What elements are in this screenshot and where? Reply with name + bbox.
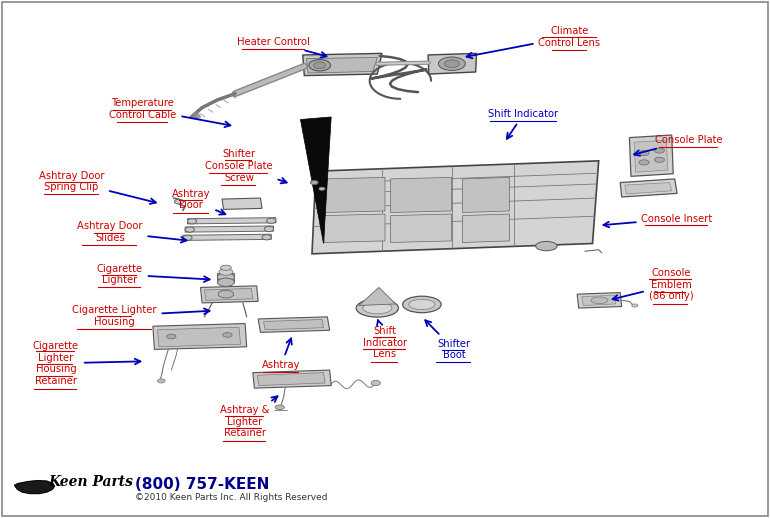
Ellipse shape [217,273,234,281]
Ellipse shape [536,241,557,251]
Text: Shifter
Console Plate
Screw: Shifter Console Plate Screw [205,149,286,183]
Ellipse shape [219,268,233,275]
Ellipse shape [220,265,231,270]
Ellipse shape [371,380,380,385]
Polygon shape [257,372,325,385]
Polygon shape [390,177,451,212]
Polygon shape [303,53,382,76]
Polygon shape [158,327,240,347]
Text: Ashtray
Door: Ashtray Door [172,189,226,214]
Text: ©2010 Keen Parts Inc. All Rights Reserved: ©2010 Keen Parts Inc. All Rights Reserve… [136,493,328,502]
Ellipse shape [262,235,271,240]
Ellipse shape [275,405,284,410]
Polygon shape [204,289,253,300]
Text: Console Plate: Console Plate [634,135,722,156]
Polygon shape [217,274,234,282]
Ellipse shape [266,218,276,223]
Ellipse shape [217,278,234,286]
Polygon shape [153,324,246,350]
Polygon shape [578,293,621,308]
Text: Ashtray Door
Spring Clip: Ashtray Door Spring Clip [38,171,156,204]
Polygon shape [222,198,262,209]
Polygon shape [629,135,673,176]
Text: Console Insert: Console Insert [604,214,713,227]
Polygon shape [428,53,477,74]
Polygon shape [200,286,258,303]
Ellipse shape [319,187,325,190]
Ellipse shape [438,57,465,70]
Polygon shape [15,481,55,494]
Ellipse shape [185,227,194,232]
Text: Cigarette
Lighter
Housing
Retainer: Cigarette Lighter Housing Retainer [33,341,140,386]
Text: Ashtray: Ashtray [262,338,300,370]
Text: Console
Emblem
(86 only): Console Emblem (86 only) [613,268,693,301]
Polygon shape [253,370,331,388]
Text: Ashtray &
Lighter
Retainer: Ashtray & Lighter Retainer [220,396,277,438]
Ellipse shape [167,334,176,339]
Ellipse shape [363,303,392,314]
Polygon shape [390,214,451,242]
Polygon shape [324,177,385,212]
Ellipse shape [403,296,441,313]
Polygon shape [187,218,276,224]
Ellipse shape [639,160,649,165]
Text: Cigarette Lighter
Housing: Cigarette Lighter Housing [72,305,209,327]
Text: Climate
Control Lens: Climate Control Lens [467,26,601,59]
Polygon shape [324,214,385,242]
Polygon shape [634,140,668,172]
Polygon shape [624,182,671,194]
Text: Keen Parts: Keen Parts [49,475,133,489]
Polygon shape [312,161,598,254]
Polygon shape [300,117,331,243]
Ellipse shape [357,299,398,317]
Text: Shift Indicator: Shift Indicator [488,109,558,139]
Ellipse shape [264,226,273,232]
Ellipse shape [313,62,326,68]
Text: Ashtray Door
Slides: Ashtray Door Slides [77,221,186,243]
Polygon shape [620,179,677,197]
Ellipse shape [187,219,196,224]
Ellipse shape [639,151,649,156]
Ellipse shape [654,157,665,163]
Ellipse shape [182,235,192,240]
Text: Cigarette
Lighter: Cigarette Lighter [97,264,209,285]
Polygon shape [258,317,330,333]
Text: Shifter
Boot: Shifter Boot [425,320,470,360]
Polygon shape [463,177,510,212]
Polygon shape [263,320,323,330]
Text: Heater Control: Heater Control [237,37,326,57]
Ellipse shape [654,148,665,153]
Ellipse shape [158,379,166,383]
Ellipse shape [409,299,435,310]
Ellipse shape [310,180,318,184]
Text: Temperature
Control Cable: Temperature Control Cable [109,98,230,127]
Ellipse shape [631,304,638,307]
Text: Shift
Indicator
Lens: Shift Indicator Lens [363,320,407,359]
Ellipse shape [223,333,232,337]
Ellipse shape [444,60,460,67]
Polygon shape [463,214,510,242]
Text: (800) 757-KEEN: (800) 757-KEEN [136,477,270,492]
Ellipse shape [174,199,183,204]
Polygon shape [359,287,396,306]
Ellipse shape [309,60,330,71]
Ellipse shape [218,290,233,298]
Polygon shape [306,57,377,73]
Polygon shape [182,234,271,240]
Polygon shape [185,226,273,232]
Ellipse shape [591,297,608,304]
Polygon shape [582,295,615,306]
